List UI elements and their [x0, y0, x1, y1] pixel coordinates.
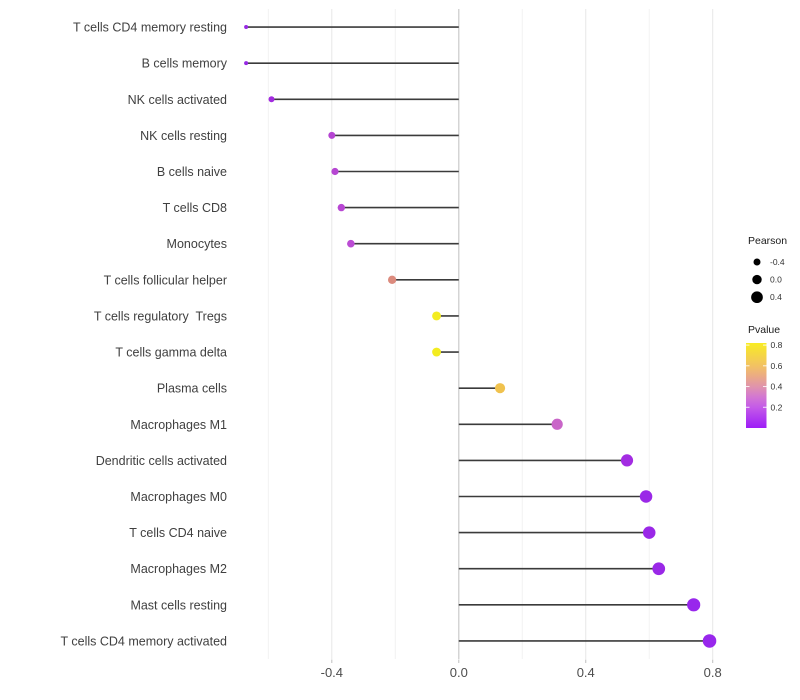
- category-label: T cells follicular helper: [104, 273, 227, 287]
- lollipop-dot: [687, 598, 701, 612]
- category-label: Dendritic cells activated: [96, 454, 227, 468]
- lollipop-dot: [331, 167, 339, 176]
- size-legend-label: 0.0: [770, 275, 782, 285]
- category-label: Plasma cells: [157, 382, 227, 396]
- lollipop-dot: [328, 131, 336, 139]
- category-label: T cells regulatory Tregs: [94, 309, 227, 323]
- category-label: B cells memory: [142, 57, 228, 71]
- size-legend-dot: [753, 258, 761, 266]
- pvalue-colorbar: [746, 343, 767, 428]
- category-label: NK cells resting: [140, 129, 227, 143]
- lollipop-dot: [268, 96, 275, 103]
- lollipop-dot: [652, 562, 666, 576]
- size-legend-title: Pearson: [748, 235, 787, 247]
- lollipop-dot: [432, 347, 442, 357]
- lollipop-dot: [639, 490, 653, 503]
- size-legend-dot: [751, 291, 763, 304]
- lollipop-dot: [551, 418, 563, 430]
- category-label: T cells CD4 memory activated: [61, 634, 228, 648]
- x-axis-tick-label: 0.4: [577, 665, 595, 680]
- x-axis-tick-label: 0.0: [450, 665, 468, 680]
- lollipop-dot: [494, 383, 506, 394]
- x-axis-tick-label: 0.8: [704, 665, 722, 680]
- lollipop-dot: [620, 454, 634, 467]
- lollipop-dot: [337, 203, 346, 212]
- x-axis-tick-label: -0.4: [321, 665, 343, 680]
- category-label: Macrophages M0: [130, 490, 227, 504]
- category-label: Monocytes: [167, 237, 227, 251]
- color-legend-tick-label: 0.6: [771, 361, 783, 371]
- size-legend-label: -0.4: [770, 257, 785, 267]
- category-label: Macrophages M2: [130, 562, 227, 576]
- category-label: T cells CD8: [163, 201, 227, 215]
- lollipop-dot: [432, 311, 442, 321]
- lollipop-dot: [244, 61, 249, 66]
- color-legend-tick-label: 0.4: [771, 382, 783, 392]
- category-label: NK cells activated: [128, 93, 227, 107]
- category-label: Macrophages M1: [130, 418, 227, 432]
- lollipop-dot: [244, 25, 249, 30]
- category-label: T cells gamma delta: [115, 346, 227, 360]
- color-legend-title: Pvalue: [748, 324, 780, 336]
- color-legend-tick-label: 0.8: [771, 340, 783, 350]
- category-label: T cells CD4 memory resting: [73, 21, 227, 35]
- category-label: Mast cells resting: [130, 598, 227, 612]
- lollipop-dot: [347, 239, 355, 248]
- size-legend-label: 0.4: [770, 292, 782, 302]
- lollipop-dot: [642, 526, 656, 539]
- size-legend-dot: [752, 274, 762, 285]
- lollipop-dot: [702, 634, 717, 648]
- category-label: B cells naive: [157, 165, 227, 179]
- lollipop-dot: [387, 275, 397, 284]
- category-label: T cells CD4 naive: [129, 526, 227, 540]
- color-legend-tick-label: 0.2: [771, 402, 783, 412]
